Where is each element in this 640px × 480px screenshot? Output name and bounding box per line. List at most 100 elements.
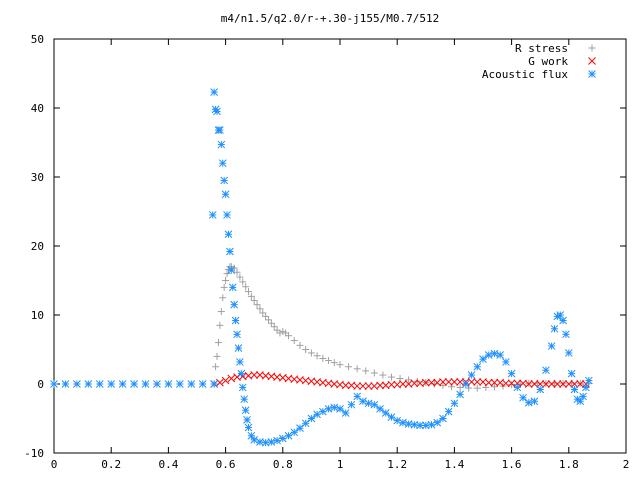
series-2-point-101 — [567, 369, 576, 378]
series-2-point-18 — [213, 107, 221, 116]
series-2-point-7 — [130, 380, 138, 388]
series-0-point-36 — [307, 349, 315, 357]
series-2-point-83 — [484, 351, 493, 359]
series-2-point-24 — [221, 190, 230, 199]
x-tick-label-5: 1 — [337, 458, 344, 471]
series-2-point-80 — [467, 371, 476, 379]
series-0-point-33 — [290, 337, 298, 345]
series-2-point-49 — [290, 428, 299, 437]
series-2-point-60 — [353, 392, 362, 401]
x-tick-label-2: 0.4 — [158, 458, 178, 471]
x-tick-label-3: 0.6 — [216, 458, 236, 471]
x-tick-label-7: 1.4 — [444, 458, 464, 471]
series-2-point-26 — [224, 230, 233, 239]
x-tick-label-8: 1.6 — [502, 458, 522, 471]
series-0-point-39 — [325, 357, 333, 365]
series-1-point-37 — [421, 378, 430, 387]
series-2-point-11 — [175, 380, 184, 388]
series-1-point-49 — [490, 378, 499, 387]
series-2-point-40 — [244, 423, 253, 432]
series-2-point-94 — [547, 342, 556, 350]
series-0-point-46 — [379, 371, 387, 379]
series-0-point-30 — [279, 328, 287, 336]
series-2-point-79 — [461, 380, 470, 388]
series-2-point-75 — [439, 414, 447, 423]
series-0-point-4 — [216, 321, 224, 329]
series-1-point-57 — [536, 380, 545, 388]
series-1-point-3 — [227, 374, 236, 383]
series-2-point-87 — [507, 369, 516, 378]
series-1-point-55 — [524, 380, 533, 388]
y-tick-label-1: 0 — [37, 378, 44, 391]
x-tick-label-1: 0.2 — [101, 458, 121, 471]
series-2-point-62 — [364, 399, 373, 408]
series-2-point-97 — [556, 311, 565, 319]
series-2-point-3 — [84, 380, 93, 388]
series-2-point-9 — [153, 380, 161, 388]
series-layer — [50, 88, 593, 447]
series-1-point-46 — [473, 378, 482, 386]
series-0 — [210, 263, 593, 392]
series-0-point-1 — [212, 363, 220, 371]
series-2-point-90 — [524, 398, 533, 407]
series-2-point-15 — [208, 211, 217, 219]
series-0-point-35 — [302, 346, 310, 353]
series-2-point-104 — [576, 397, 585, 406]
series-2-point-85 — [496, 351, 505, 359]
series-2 — [50, 88, 593, 447]
series-1-point-60 — [553, 380, 562, 388]
series-2-point-59 — [347, 400, 356, 409]
series-0-point-44 — [362, 367, 370, 375]
series-2-point-82 — [479, 355, 487, 364]
series-2-point-89 — [519, 393, 527, 402]
series-1-point-1 — [216, 378, 224, 387]
series-1-point-29 — [376, 381, 384, 390]
series-1-point-59 — [547, 380, 556, 388]
series-2-point-105 — [579, 392, 587, 401]
series-2-point-63 — [370, 400, 379, 409]
series-1-point-48 — [484, 378, 493, 387]
y-tick-label-0: -10 — [24, 447, 44, 460]
series-0-point-15 — [236, 273, 244, 281]
series-1-point-61 — [559, 380, 567, 388]
series-0-point-41 — [336, 361, 344, 369]
series-2-point-4 — [95, 380, 104, 388]
series-1-point-25 — [353, 382, 362, 390]
series-2-point-13 — [198, 380, 207, 388]
series-2-point-21 — [217, 140, 226, 149]
chart-title: m4/n1.5/q2.0/r-+.30-j155/M0.7/512 — [221, 12, 440, 25]
series-2-point-25 — [223, 211, 231, 219]
series-2-point-14 — [210, 380, 219, 388]
series-0-point-27 — [270, 323, 278, 331]
legend-label-1: G work — [528, 55, 568, 68]
y-tick-label-3: 20 — [31, 240, 44, 253]
series-0-point-47 — [387, 373, 395, 381]
series-2-point-66 — [387, 413, 396, 421]
series-0-point-45 — [370, 369, 378, 377]
series-2-point-93 — [542, 366, 550, 375]
y-tick-label-4: 30 — [31, 171, 44, 184]
series-2-point-74 — [433, 418, 442, 427]
legend-marker-0 — [588, 44, 596, 52]
series-2-point-65 — [381, 409, 390, 417]
series-2-point-91 — [530, 397, 539, 406]
series-2-point-55 — [324, 404, 333, 413]
series-0-point-8 — [222, 277, 230, 284]
series-1-point-42 — [450, 378, 459, 386]
series-0-point-34 — [296, 341, 304, 349]
legend-label-0: R stress — [515, 42, 568, 55]
series-0-point-6 — [219, 294, 227, 302]
series-1-point-52 — [507, 379, 516, 388]
series-2-point-64 — [376, 404, 384, 413]
series-2-point-86 — [502, 358, 510, 366]
y-tick-label-2: 10 — [31, 309, 44, 322]
series-1-point-2 — [221, 376, 230, 385]
legend-marker-2 — [588, 70, 596, 78]
series-2-point-56 — [330, 403, 339, 412]
series-2-point-73 — [427, 420, 436, 429]
series-1-point-40 — [439, 378, 447, 386]
series-0-point-40 — [330, 359, 338, 367]
series-0-point-3 — [214, 339, 222, 347]
